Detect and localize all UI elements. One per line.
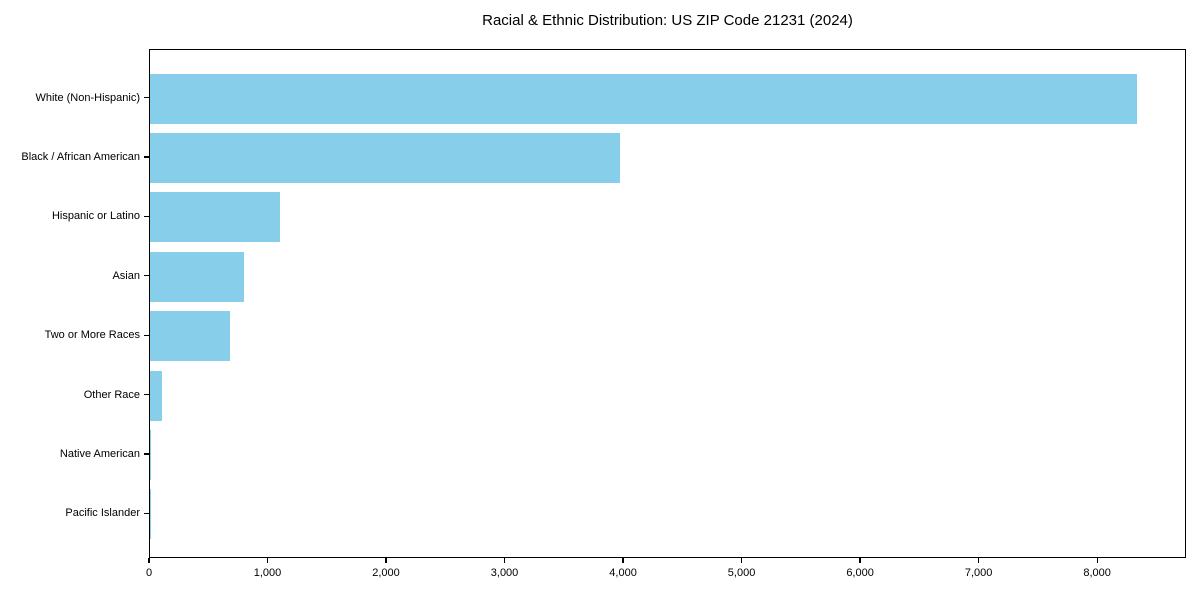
y-axis-tick [144,453,149,455]
bar-native-american [150,429,152,480]
y-axis-tick [144,97,149,99]
bar-two-or-more-races [150,311,230,362]
y-tick-label-white-non-hispanic: White (Non-Hispanic) [35,91,140,104]
y-axis-tick [144,512,149,514]
x-tick-label-8-000: 8,000 [1083,567,1111,579]
x-axis-tick [622,558,624,563]
x-tick-label-3-000: 3,000 [490,567,519,579]
x-axis-tick [1096,558,1098,563]
y-tick-label-asian: Asian [112,269,140,282]
y-tick-label-hispanic-or-latino: Hispanic or Latino [51,210,140,223]
y-axis-tick [144,275,149,277]
x-axis-tick [859,558,861,563]
chart-title: Racial & Ethnic Distribution: US ZIP Cod… [482,12,853,29]
bar-other-race [150,370,162,421]
plot-area [149,49,1186,558]
x-tick-label-2-000: 2,000 [372,567,400,579]
y-axis-tick [144,215,149,218]
y-tick-label-native-american: Native American [59,447,140,460]
bar-hispanic-or-latino [150,192,280,243]
x-tick-label-1-000: 1,000 [253,567,282,579]
y-axis-tick [144,156,149,158]
y-tick-label-black-african-american: Black / African American [21,151,140,164]
x-axis-tick [978,558,980,563]
x-axis-tick [503,558,506,563]
y-axis-tick [144,334,149,336]
bar-asian [150,251,244,302]
x-tick-label-6-000: 6,000 [846,567,874,579]
x-tick-label-4-000: 4,000 [609,567,637,579]
x-axis-tick [148,558,150,563]
x-axis-tick [385,558,387,563]
x-tick-label-5-000: 5,000 [727,567,756,579]
y-tick-label-two-or-more-races: Two or More Races [44,329,140,342]
x-tick-label-0: 0 [145,567,153,579]
x-axis-tick [266,558,269,563]
x-tick-label-7-000: 7,000 [964,567,993,579]
x-axis-tick [740,558,743,563]
y-tick-label-pacific-islander: Pacific Islander [65,507,140,520]
bar-white-non-hispanic [150,73,1138,124]
y-tick-label-other-race: Other Race [83,388,140,401]
y-axis-tick [144,393,149,396]
bar-black-african-american [150,133,621,184]
